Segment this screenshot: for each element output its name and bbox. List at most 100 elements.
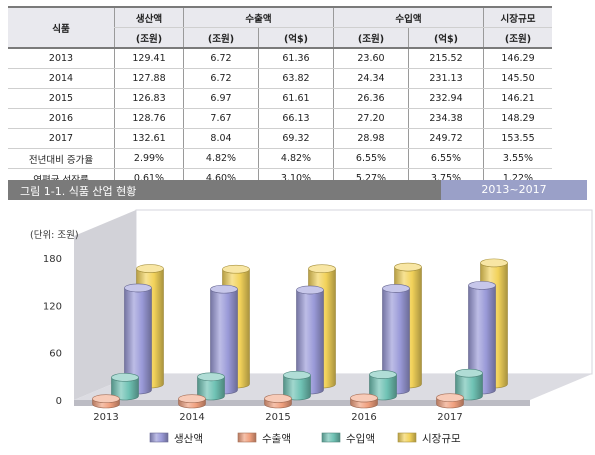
table-group-production: 생산액 [114, 6, 184, 28]
table-group-market: 시장규모 [483, 6, 552, 28]
table-cell: 6.72 [183, 47, 259, 69]
bar-cap [283, 370, 311, 380]
bar-cap [210, 284, 238, 294]
table-cell: 27.20 [333, 108, 409, 129]
bar-cap [468, 281, 496, 290]
table-cell: 3.55% [483, 148, 552, 169]
table-cell: 24.34 [333, 68, 409, 89]
table-row: 2016 128.76 7.67 66.13 27.20 234.38 148.29 [8, 108, 552, 129]
table-cell: 234.38 [408, 108, 484, 129]
figure-title: 그림 1-1. 식품 산업 현황 [20, 185, 137, 198]
table-row-label: 2015 [8, 88, 115, 109]
table-cell: 148.29 [483, 108, 552, 129]
table-row-label: 2013 [8, 47, 115, 69]
table-cell: 153.55 [483, 128, 552, 149]
legend-swatch [397, 432, 417, 443]
table-cell: 6.97 [183, 88, 259, 109]
bar-cap [92, 394, 120, 403]
x-tick-label: 2016 [351, 412, 376, 423]
y-tick-label: 120 [43, 301, 62, 312]
bar-cap [296, 285, 324, 295]
chart-back-wall [135, 209, 593, 375]
table-row: 2015 126.83 6.97 61.61 26.36 232.94 146.21 [8, 88, 552, 109]
figure-title-bar: 그림 1-1. 식품 산업 현황 2013~2017 [8, 180, 587, 200]
table-cell: 7.67 [183, 108, 259, 129]
table-unit: (조원) [114, 27, 184, 49]
bar-cap [111, 373, 139, 382]
table-cell: 249.72 [408, 128, 484, 149]
table-cell: 69.32 [258, 128, 334, 149]
table-cell: 2.99% [114, 148, 184, 169]
table-cell: 6.72 [183, 68, 259, 89]
y-tick-label: 0 [56, 396, 62, 407]
table-cell: 232.94 [408, 88, 484, 109]
table-cell: 146.29 [483, 47, 552, 69]
table-row: 2013 129.41 6.72 61.36 23.60 215.52 146.29 [8, 47, 552, 69]
data-table: 식품 생산액 수출액 수입액 시장규모 (조원) (조원) (억$) (조원) … [8, 6, 552, 190]
table-cell: 127.88 [114, 68, 184, 89]
table-group-export: 수출액 [183, 6, 334, 28]
legend-swatch [321, 432, 341, 443]
table-corner: 식품 [8, 6, 115, 49]
bar-cap [136, 264, 164, 273]
table-unit: (억$) [408, 27, 484, 49]
table-cell: 129.41 [114, 47, 184, 69]
bar-cap [308, 264, 336, 273]
bar-cap [369, 370, 397, 379]
bar-cap [222, 264, 250, 274]
table-row: 2017 132.61 8.04 69.32 28.98 249.72 153.55 [8, 128, 552, 149]
table-cell: 61.61 [258, 88, 334, 109]
table-cell: 146.21 [483, 88, 552, 109]
table-cell: 128.76 [114, 108, 184, 129]
legend-swatch [237, 432, 257, 443]
table-cell: 215.52 [408, 47, 484, 69]
table-unit: (조원) [183, 27, 259, 49]
chart-side-wall [74, 210, 136, 400]
table-cell: 4.82% [258, 148, 334, 169]
table-cell: 126.83 [114, 88, 184, 109]
table-cell: 4.82% [183, 148, 259, 169]
table-cell: 145.50 [483, 68, 552, 89]
table-row-label: 전년대비 증가율 [8, 148, 115, 169]
figure-period: 2013~2017 [441, 180, 587, 200]
table-cell: 66.13 [258, 108, 334, 129]
bar-cap [264, 394, 292, 403]
table-row-label: 2017 [8, 128, 115, 149]
table-row: 전년대비 증가율 2.99% 4.82% 4.82% 6.55% 6.55% 3.55% [8, 148, 552, 169]
y-axis-unit: (단위: 조원) [30, 229, 79, 241]
table-cell: 6.55% [333, 148, 409, 169]
table-group-import: 수입액 [333, 6, 484, 28]
x-tick-label: 2014 [179, 412, 204, 423]
bar-cap [350, 393, 378, 403]
table-row-label: 2016 [8, 108, 115, 129]
bar-cap [455, 368, 483, 378]
bar-cap [124, 283, 152, 293]
legend-label: 시장규모 [422, 433, 461, 445]
x-tick-label: 2015 [265, 412, 290, 423]
bar-cap [436, 393, 464, 402]
table-cell: 61.36 [258, 47, 334, 69]
bar-cap [197, 372, 225, 382]
table-cell: 8.04 [183, 128, 259, 149]
bar-cap [382, 284, 410, 293]
table-cell: 26.36 [333, 88, 409, 109]
y-tick-label: 60 [49, 349, 62, 360]
y-tick-label: 180 [43, 254, 62, 265]
table-cell: 23.60 [333, 47, 409, 69]
table-cell: 231.13 [408, 68, 484, 89]
bar-cap [178, 394, 206, 403]
legend-label: 수입액 [346, 432, 375, 445]
legend-swatch [149, 432, 169, 443]
table-unit: (조원) [333, 27, 409, 49]
bar-cap [480, 258, 508, 268]
table-unit: (조원) [483, 27, 552, 49]
table-row: 2014 127.88 6.72 63.82 24.34 231.13 145.50 [8, 68, 552, 89]
table-cell: 132.61 [114, 128, 184, 149]
bar-cap [394, 262, 422, 272]
bar-chart: 0 60 120 180 (단위: 조원) 2013 2014 2015 2016 2017 생산액… [30, 209, 593, 445]
table-row-label: 2014 [8, 68, 115, 89]
table-unit: (억$) [258, 27, 334, 49]
x-tick-label: 2017 [437, 412, 462, 423]
table-cell: 63.82 [258, 68, 334, 89]
table-cell: 28.98 [333, 128, 409, 149]
